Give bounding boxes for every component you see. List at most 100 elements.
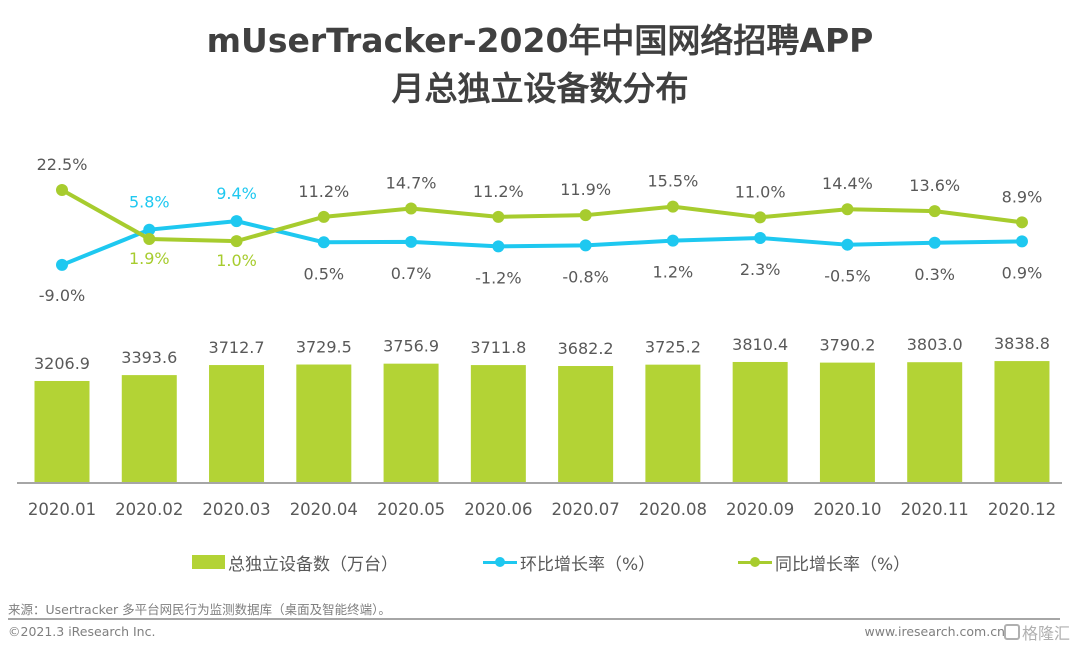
bar-value-label: 3712.7 xyxy=(209,338,265,357)
legend-label-devices: 总独立设备数（万台） xyxy=(228,554,398,575)
mom-point xyxy=(492,240,505,253)
mom-value-label: 1.2% xyxy=(653,263,694,282)
mom-point xyxy=(317,236,330,249)
x-tick-label: 2020.01 xyxy=(28,500,96,519)
mom-value-label: 0.3% xyxy=(914,265,955,284)
mom-point xyxy=(405,235,418,248)
mom-point xyxy=(56,258,68,271)
yoy-value-label: 1.9% xyxy=(129,249,170,268)
bar-value-label: 3725.2 xyxy=(645,338,701,357)
watermark-text: 格隆汇 xyxy=(1021,624,1070,643)
legend-item-devices: 总独立设备数（万台） xyxy=(192,550,398,575)
footer-divider xyxy=(8,618,1060,620)
yoy-point xyxy=(1015,216,1028,229)
bar-value-label: 3803.0 xyxy=(907,335,963,354)
bar-value-label: 3790.2 xyxy=(819,336,875,355)
bar xyxy=(645,364,701,482)
yoy-point xyxy=(317,210,330,223)
yoy-value-label: 22.5% xyxy=(37,155,88,174)
bar xyxy=(558,366,614,482)
yoy-value-label: 13.6% xyxy=(909,176,960,195)
bar xyxy=(819,362,875,482)
legend-item-mom: 环比增长率（%） xyxy=(483,550,656,575)
yoy-point xyxy=(405,202,418,215)
x-tick-label: 2020.12 xyxy=(988,500,1056,519)
mom-value-label: 5.8% xyxy=(129,193,170,212)
bar-value-label: 3206.9 xyxy=(34,354,90,373)
bar-value-label: 3711.8 xyxy=(470,338,526,357)
mom-point xyxy=(579,239,592,252)
legend-line-marker-icon xyxy=(483,555,517,569)
mom-value-label: -0.8% xyxy=(562,267,608,286)
x-tick-label: 2020.07 xyxy=(552,500,620,519)
mom-value-label: 0.9% xyxy=(1002,263,1043,282)
legend-label-mom: 环比增长率（%） xyxy=(520,554,656,575)
website-link[interactable]: www.iresearch.com.cn xyxy=(864,624,1006,639)
mom-value-label: 0.5% xyxy=(303,264,344,283)
mom-point xyxy=(230,215,243,228)
yoy-point xyxy=(841,203,854,216)
bar-value-label: 3838.8 xyxy=(994,334,1050,353)
yoy-point xyxy=(666,200,679,213)
mom-value-label: 9.4% xyxy=(216,184,257,203)
bar xyxy=(732,361,788,482)
mom-value-label: -9.0% xyxy=(39,286,85,305)
mom-value-label: 2.3% xyxy=(740,260,781,279)
watermark: 格隆汇 xyxy=(1003,620,1070,644)
x-tick-label: 2020.10 xyxy=(813,500,881,519)
yoy-value-label: 11.2% xyxy=(298,182,349,201)
mom-point xyxy=(928,236,941,249)
legend-line-marker-icon xyxy=(738,555,772,569)
bar xyxy=(209,365,265,482)
bar xyxy=(470,365,526,482)
bar-value-label: 3756.9 xyxy=(383,337,439,356)
legend-item-yoy: 同比增长率（%） xyxy=(738,550,911,575)
bar-value-label: 3682.2 xyxy=(558,339,614,358)
bar xyxy=(121,375,177,482)
x-tick-label: 2020.04 xyxy=(290,500,358,519)
chart-title-line1: mUserTracker-2020年中国网络招聘APP xyxy=(206,21,874,60)
yoy-point xyxy=(230,235,243,248)
x-tick-label: 2020.05 xyxy=(377,500,445,519)
yoy-value-label: 8.9% xyxy=(1002,187,1043,206)
bar xyxy=(34,380,90,482)
yoy-value-label: 14.7% xyxy=(386,174,437,193)
bar-value-label: 3810.4 xyxy=(732,335,788,354)
mom-line xyxy=(61,219,1023,267)
x-tick-label: 2020.08 xyxy=(639,500,707,519)
mom-point xyxy=(754,232,767,245)
yoy-point xyxy=(56,183,68,196)
bar xyxy=(296,364,352,482)
yoy-value-label: 1.0% xyxy=(216,251,257,270)
bar xyxy=(383,363,439,482)
bar xyxy=(994,361,1050,482)
yoy-point xyxy=(492,210,505,223)
x-tick-label: 2020.11 xyxy=(901,500,969,519)
x-tick-label: 2020.02 xyxy=(115,500,183,519)
mom-value-label: 0.7% xyxy=(391,264,432,283)
watermark-logo-icon xyxy=(1003,624,1020,640)
x-tick-label: 2020.06 xyxy=(464,500,532,519)
bar-value-label: 3393.6 xyxy=(121,348,177,367)
legend-bar-swatch-icon xyxy=(192,555,225,569)
chart-title-line2: 月总独立设备数分布 xyxy=(391,69,689,108)
yoy-value-label: 11.9% xyxy=(560,180,611,199)
x-tick-label: 2020.03 xyxy=(202,500,270,519)
yoy-point xyxy=(579,209,592,222)
mom-point xyxy=(666,234,679,247)
yoy-value-label: 14.4% xyxy=(822,174,873,193)
yoy-value-label: 15.5% xyxy=(647,172,698,191)
source-note: 来源：Usertracker 多平台网民行为监测数据库（桌面及智能终端）。 xyxy=(8,602,391,617)
legend-label-yoy: 同比增长率（%） xyxy=(775,554,911,575)
mom-value-label: -1.2% xyxy=(475,268,521,287)
yoy-value-label: 11.0% xyxy=(735,182,786,201)
yoy-value-label: 11.2% xyxy=(473,182,524,201)
bar xyxy=(907,362,963,482)
yoy-point xyxy=(754,211,767,224)
mom-point xyxy=(841,238,854,251)
mom-value-label: -0.5% xyxy=(824,267,870,286)
mom-point xyxy=(1015,235,1028,248)
mom-point xyxy=(143,223,156,236)
bar-value-label: 3729.5 xyxy=(296,338,352,357)
